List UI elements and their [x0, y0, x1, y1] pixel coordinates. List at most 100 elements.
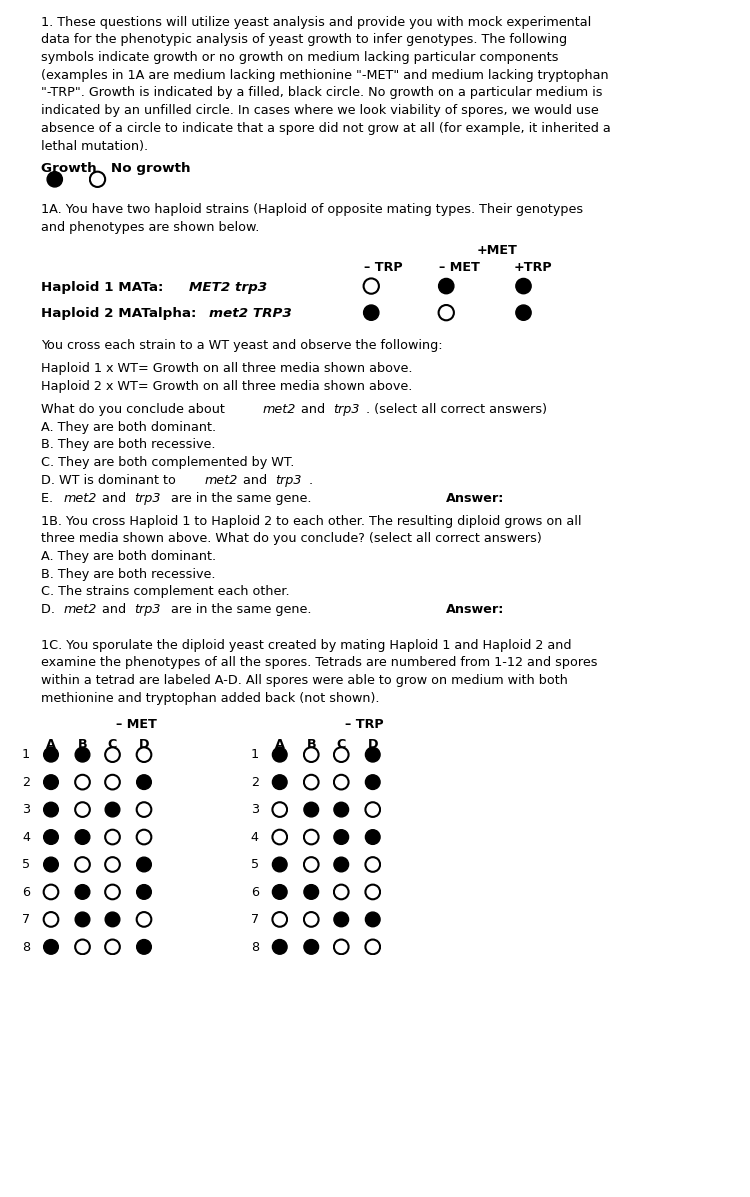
Text: 8: 8	[22, 941, 30, 954]
Text: E.: E.	[41, 492, 57, 505]
Text: 4: 4	[251, 831, 259, 844]
Text: and: and	[297, 403, 329, 417]
Text: and: and	[98, 492, 130, 505]
Circle shape	[105, 912, 120, 926]
Circle shape	[365, 912, 380, 926]
Circle shape	[75, 747, 90, 762]
Text: 6: 6	[22, 886, 30, 899]
Text: met2: met2	[205, 474, 238, 487]
Text: Haploid 2 MATalpha:: Haploid 2 MATalpha:	[41, 308, 201, 321]
Circle shape	[272, 857, 287, 871]
Text: lethal mutation).: lethal mutation).	[41, 140, 148, 152]
Circle shape	[334, 830, 349, 844]
Circle shape	[516, 305, 531, 321]
Text: within a tetrad are labeled A-D. All spores were able to grow on medium with bot: within a tetrad are labeled A-D. All spo…	[41, 674, 568, 687]
Text: methionine and tryptophan added back (not shown).: methionine and tryptophan added back (no…	[41, 692, 380, 705]
Text: A: A	[46, 737, 56, 751]
Text: 1C. You sporulate the diploid yeast created by mating Haploid 1 and Haploid 2 an: 1C. You sporulate the diploid yeast crea…	[41, 639, 572, 651]
Text: are in the same gene.: are in the same gene.	[167, 492, 312, 505]
Text: "-TRP". Growth is indicated by a filled, black circle. No growth on a particular: "-TRP". Growth is indicated by a filled,…	[41, 86, 603, 99]
Text: B: B	[307, 737, 316, 751]
Text: C: C	[337, 737, 346, 751]
Circle shape	[365, 774, 380, 790]
Text: Answer:: Answer:	[446, 603, 505, 616]
Circle shape	[272, 885, 287, 899]
Circle shape	[136, 940, 152, 954]
Circle shape	[44, 857, 58, 871]
Text: – TRP: – TRP	[364, 261, 402, 274]
Text: met2 TRP3: met2 TRP3	[209, 308, 292, 321]
Text: and: and	[239, 474, 272, 487]
Circle shape	[272, 747, 287, 762]
Text: and: and	[98, 603, 130, 616]
Text: 5: 5	[22, 858, 30, 871]
Text: are in the same gene.: are in the same gene.	[167, 603, 312, 616]
Text: Answer:: Answer:	[446, 492, 505, 505]
Circle shape	[44, 747, 58, 762]
Circle shape	[272, 774, 287, 790]
Text: MET2 trp3: MET2 trp3	[189, 281, 267, 293]
Text: B. They are both recessive.: B. They are both recessive.	[41, 567, 216, 581]
Text: A. They are both dominant.: A. They are both dominant.	[41, 420, 216, 433]
Text: three media shown above. What do you conclude? (select all correct answers): three media shown above. What do you con…	[41, 533, 542, 546]
Text: trp3: trp3	[275, 474, 302, 487]
Text: C: C	[108, 737, 117, 751]
Text: C. The strains complement each other.: C. The strains complement each other.	[41, 585, 290, 598]
Text: . (select all correct answers): . (select all correct answers)	[366, 403, 547, 417]
Text: D.: D.	[41, 603, 59, 616]
Text: met2: met2	[64, 492, 98, 505]
Circle shape	[304, 802, 319, 816]
Text: 3: 3	[251, 803, 259, 816]
Circle shape	[47, 171, 62, 187]
Text: – TRP: – TRP	[345, 718, 383, 731]
Text: and phenotypes are shown below.: and phenotypes are shown below.	[41, 220, 260, 233]
Text: met2: met2	[262, 403, 296, 417]
Circle shape	[334, 857, 349, 871]
Text: .: .	[308, 474, 312, 487]
Circle shape	[105, 802, 120, 816]
Circle shape	[365, 830, 380, 844]
Circle shape	[364, 305, 379, 321]
Text: 1B. You cross Haploid 1 to Haploid 2 to each other. The resulting diploid grows : 1B. You cross Haploid 1 to Haploid 2 to …	[41, 515, 582, 528]
Text: – MET: – MET	[439, 261, 480, 274]
Circle shape	[136, 857, 152, 871]
Circle shape	[44, 940, 58, 954]
Text: C. They are both complemented by WT.: C. They are both complemented by WT.	[41, 456, 295, 469]
Text: trp3: trp3	[134, 603, 160, 616]
Circle shape	[75, 885, 90, 899]
Circle shape	[304, 940, 319, 954]
Text: A. They are both dominant.: A. They are both dominant.	[41, 551, 216, 563]
Circle shape	[334, 912, 349, 926]
Text: (examples in 1A are medium lacking methionine "-MET" and medium lacking tryptoph: (examples in 1A are medium lacking methi…	[41, 68, 609, 81]
Text: 6: 6	[251, 886, 259, 899]
Text: 1: 1	[22, 748, 30, 761]
Text: 4: 4	[22, 831, 30, 844]
Circle shape	[136, 885, 152, 899]
Text: What do you conclude about: What do you conclude about	[41, 403, 230, 417]
Text: D. WT is dominant to: D. WT is dominant to	[41, 474, 180, 487]
Text: 2: 2	[251, 776, 259, 789]
Text: 1: 1	[251, 748, 259, 761]
Text: examine the phenotypes of all the spores. Tetrads are numbered from 1-12 and spo: examine the phenotypes of all the spores…	[41, 656, 598, 669]
Circle shape	[516, 279, 531, 293]
Circle shape	[272, 940, 287, 954]
Circle shape	[136, 774, 152, 790]
Circle shape	[44, 830, 58, 844]
Text: Haploid 1 x WT= Growth on all three media shown above.: Haploid 1 x WT= Growth on all three medi…	[41, 363, 413, 376]
Text: You cross each strain to a WT yeast and observe the following:: You cross each strain to a WT yeast and …	[41, 339, 442, 352]
Text: indicated by an unfilled circle. In cases where we look viability of spores, we : indicated by an unfilled circle. In case…	[41, 104, 599, 117]
Text: 1. These questions will utilize yeast analysis and provide you with mock experim: 1. These questions will utilize yeast an…	[41, 16, 592, 29]
Circle shape	[334, 802, 349, 816]
Text: 7: 7	[251, 913, 259, 926]
Text: trp3: trp3	[333, 403, 359, 417]
Text: Haploid 2 x WT= Growth on all three media shown above.: Haploid 2 x WT= Growth on all three medi…	[41, 379, 413, 393]
Text: Haploid 1 MATa:: Haploid 1 MATa:	[41, 281, 168, 293]
Text: +MET: +MET	[476, 243, 518, 256]
Text: trp3: trp3	[134, 492, 160, 505]
Text: absence of a circle to indicate that a spore did not grow at all (for example, i: absence of a circle to indicate that a s…	[41, 122, 611, 135]
Text: 8: 8	[251, 941, 259, 954]
Text: – MET: – MET	[116, 718, 158, 731]
Text: 7: 7	[22, 913, 30, 926]
Text: data for the phenotypic analysis of yeast growth to infer genotypes. The followi: data for the phenotypic analysis of yeas…	[41, 34, 567, 47]
Text: 2: 2	[22, 776, 30, 789]
